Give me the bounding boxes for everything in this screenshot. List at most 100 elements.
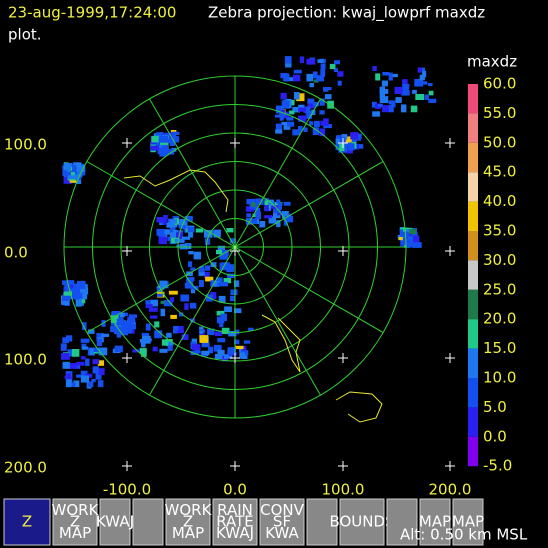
tool-button[interactable] bbox=[165, 498, 211, 546]
y-axis-label: 100.0 bbox=[4, 351, 47, 369]
echo bbox=[419, 67, 425, 72]
echo bbox=[382, 105, 389, 113]
echo bbox=[415, 94, 425, 101]
echo bbox=[92, 359, 100, 365]
x-axis-label: 100.0 bbox=[322, 481, 365, 499]
echo bbox=[275, 114, 282, 118]
echo bbox=[75, 299, 82, 307]
tool-button[interactable] bbox=[3, 498, 51, 546]
tool-button[interactable] bbox=[259, 498, 305, 546]
echo bbox=[156, 228, 165, 236]
tool-button[interactable] bbox=[419, 498, 451, 546]
echo bbox=[76, 177, 82, 185]
echo bbox=[210, 262, 217, 267]
colorbar-label: 5.0 bbox=[483, 398, 507, 416]
echo bbox=[277, 202, 283, 210]
echo bbox=[67, 175, 75, 179]
echo bbox=[154, 330, 163, 339]
echo bbox=[72, 165, 80, 173]
tool-button[interactable] bbox=[212, 498, 258, 546]
tool-button[interactable] bbox=[132, 498, 164, 546]
colorbar-swatch bbox=[468, 378, 478, 408]
tool-button[interactable] bbox=[386, 498, 418, 546]
echo bbox=[391, 103, 396, 108]
echo bbox=[71, 349, 80, 357]
tool-label: RAIN bbox=[217, 501, 253, 519]
echo bbox=[282, 211, 289, 219]
echo bbox=[157, 293, 163, 297]
tool-label: MAP bbox=[59, 524, 91, 542]
echo bbox=[204, 238, 211, 245]
echo bbox=[184, 215, 193, 222]
echo bbox=[187, 227, 194, 233]
echo bbox=[182, 236, 191, 240]
echo bbox=[76, 165, 86, 173]
tool-label: MAP bbox=[419, 513, 451, 531]
echo bbox=[233, 280, 240, 287]
echo bbox=[424, 94, 429, 100]
echo bbox=[180, 294, 190, 302]
echo bbox=[64, 171, 71, 178]
echo bbox=[213, 281, 220, 287]
echo bbox=[303, 106, 311, 113]
echo bbox=[199, 280, 204, 287]
tool-button[interactable] bbox=[52, 498, 98, 546]
coastline bbox=[123, 169, 229, 213]
echo bbox=[402, 79, 408, 85]
echo bbox=[335, 138, 340, 144]
echo bbox=[160, 300, 165, 305]
echo bbox=[123, 321, 129, 326]
colorbar-label: 50.0 bbox=[483, 133, 516, 151]
echo bbox=[76, 361, 85, 366]
echo bbox=[264, 205, 269, 212]
echo bbox=[412, 235, 420, 243]
echo bbox=[66, 379, 72, 388]
echo bbox=[283, 123, 291, 130]
echo bbox=[417, 67, 422, 73]
echo bbox=[75, 364, 81, 369]
echo bbox=[190, 267, 196, 271]
echo bbox=[259, 221, 266, 228]
echo bbox=[145, 323, 151, 331]
echo bbox=[255, 198, 264, 205]
echo bbox=[204, 271, 210, 278]
tool-button[interactable] bbox=[339, 498, 385, 546]
echo bbox=[317, 59, 324, 63]
echo bbox=[62, 337, 69, 344]
echo bbox=[203, 230, 213, 238]
echo bbox=[312, 102, 319, 107]
echo bbox=[171, 131, 180, 136]
echo bbox=[170, 314, 177, 319]
echo bbox=[152, 346, 158, 352]
echo bbox=[268, 199, 274, 204]
echo bbox=[306, 73, 314, 82]
echo bbox=[174, 238, 183, 243]
echo bbox=[245, 206, 251, 212]
echo bbox=[156, 143, 164, 150]
echo bbox=[92, 366, 99, 374]
echo bbox=[421, 81, 428, 85]
tool-button[interactable] bbox=[452, 498, 484, 546]
tool-button[interactable] bbox=[99, 498, 131, 546]
echo bbox=[168, 290, 178, 295]
echo bbox=[210, 292, 217, 300]
coastline bbox=[261, 314, 301, 373]
echo bbox=[280, 92, 287, 100]
tool-label: KWA bbox=[265, 524, 299, 542]
echo bbox=[249, 208, 254, 212]
tool-label: KWAJ bbox=[96, 513, 134, 531]
echo bbox=[186, 277, 195, 282]
echo bbox=[284, 215, 294, 223]
echo bbox=[159, 135, 169, 143]
echo bbox=[230, 295, 236, 302]
echo bbox=[372, 101, 377, 108]
tool-button[interactable] bbox=[306, 498, 338, 546]
echo bbox=[372, 66, 377, 72]
echo bbox=[350, 132, 359, 140]
echo bbox=[275, 123, 282, 131]
echo bbox=[303, 127, 308, 132]
echo bbox=[281, 121, 290, 126]
echo bbox=[213, 344, 222, 352]
echo bbox=[113, 328, 120, 334]
